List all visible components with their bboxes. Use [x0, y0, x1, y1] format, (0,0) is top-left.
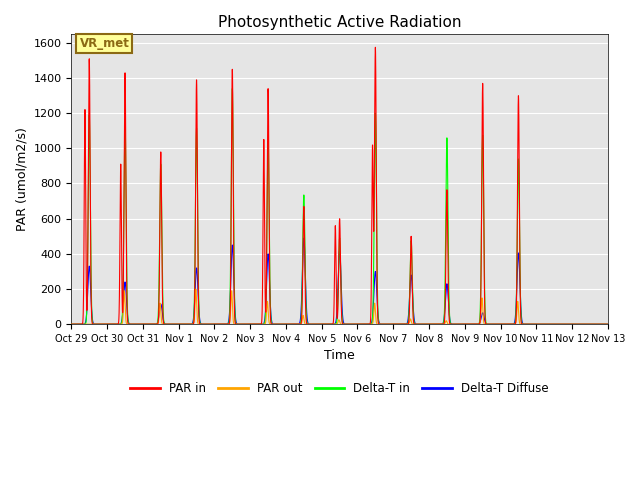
Text: VR_met: VR_met [79, 37, 129, 50]
Y-axis label: PAR (umol/m2/s): PAR (umol/m2/s) [15, 127, 28, 231]
X-axis label: Time: Time [324, 349, 355, 362]
Legend: PAR in, PAR out, Delta-T in, Delta-T Diffuse: PAR in, PAR out, Delta-T in, Delta-T Dif… [126, 377, 554, 399]
Title: Photosynthetic Active Radiation: Photosynthetic Active Radiation [218, 15, 461, 30]
